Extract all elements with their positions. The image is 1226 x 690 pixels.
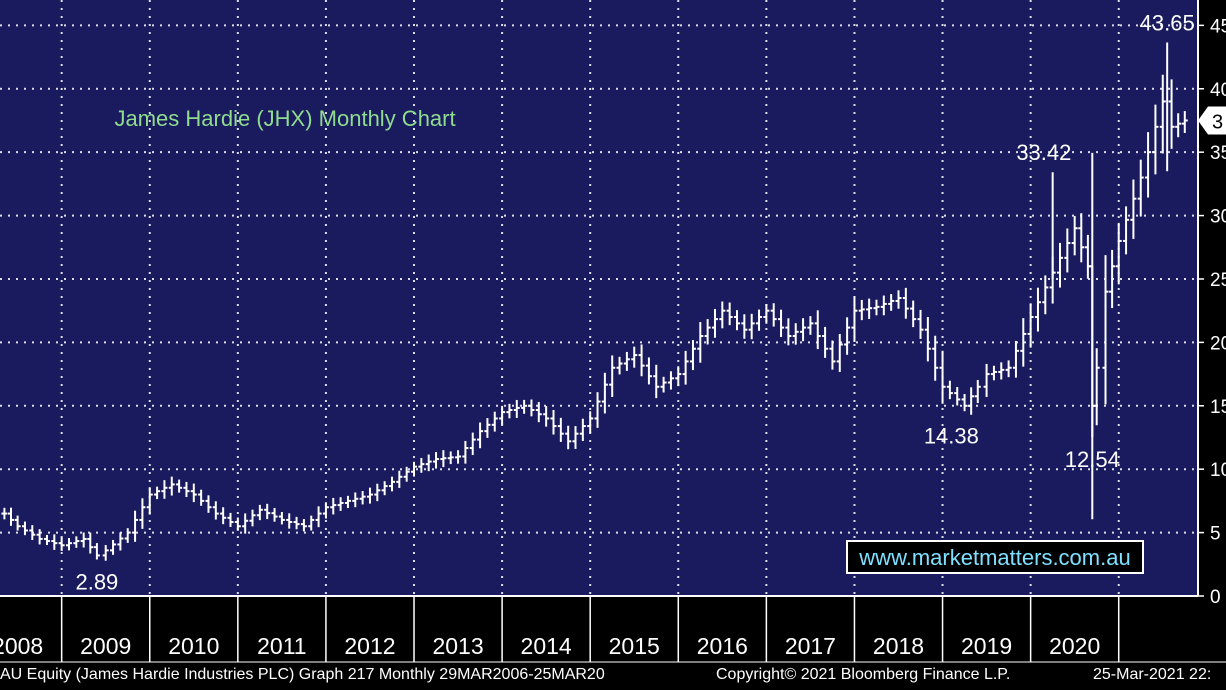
y-tick-label: 15	[1210, 397, 1226, 418]
footer-timestamp: 25-Mar-2021 22:	[1093, 666, 1212, 683]
price-annotation: 33.42	[1016, 140, 1071, 165]
x-tick-label: 2012	[344, 633, 395, 659]
chart-title: James Hardie (JHX) Monthly Chart	[115, 106, 456, 131]
x-tick-label: 2016	[697, 633, 748, 659]
x-tick-label: 2011	[257, 633, 306, 659]
x-tick-label: 2018	[873, 633, 924, 659]
y-tick-label: 10	[1210, 460, 1226, 481]
x-tick-label: 2019	[961, 633, 1012, 659]
y-tick-label: 25	[1210, 270, 1226, 291]
watermark-box	[846, 540, 1144, 574]
x-tick-label: 2013	[432, 633, 483, 659]
x-tick-label: 2010	[168, 633, 219, 659]
footer-security-label: AU Equity (James Hardie Industries PLC) …	[0, 666, 605, 683]
plot-area	[0, 0, 1198, 596]
y-tick-label: 30	[1210, 207, 1226, 228]
y-tick-label: 40	[1210, 80, 1226, 101]
x-tick-label: 2014	[521, 633, 572, 659]
x-tick-label: 2017	[785, 633, 836, 659]
last-price-label: 3	[1212, 111, 1223, 133]
price-annotation: 14.38	[924, 424, 979, 449]
y-tick-label: 35	[1210, 143, 1226, 164]
price-annotation: 2.89	[75, 569, 118, 594]
x-tick-label: 2008	[0, 633, 43, 659]
y-tick-label: 20	[1210, 333, 1226, 354]
x-tick-label: 2020	[1049, 633, 1100, 659]
last-price-flag	[1198, 106, 1226, 135]
x-tick-label: 2015	[609, 633, 660, 659]
y-tick-label: 5	[1210, 524, 1221, 545]
watermark-text: www.marketmatters.com.au	[858, 545, 1130, 570]
y-tick-label: 45	[1210, 16, 1226, 37]
x-tick-label: 2009	[80, 633, 131, 659]
y-tick-label: 0	[1210, 587, 1221, 608]
price-annotation: 43.65	[1140, 10, 1195, 35]
footer-copyright: Copyright© 2021 Bloomberg Finance L.P.	[716, 666, 1011, 683]
price-annotation: 12.54	[1065, 447, 1120, 472]
